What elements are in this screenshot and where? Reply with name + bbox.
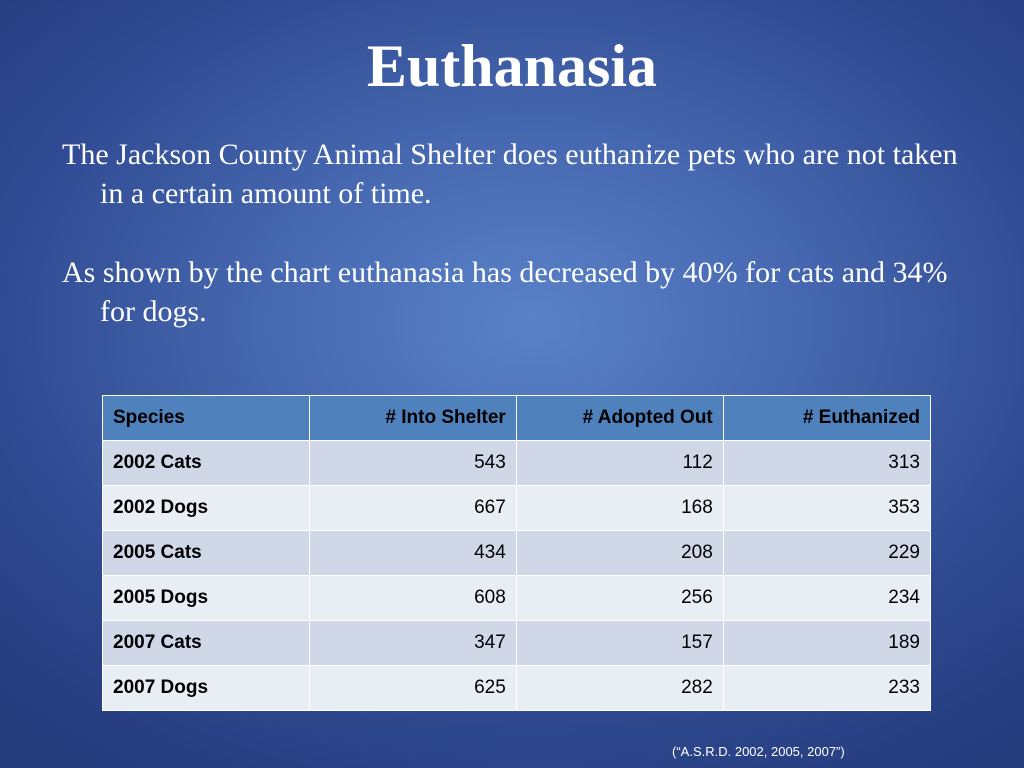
cell-adopted-out: 112 xyxy=(515,440,724,486)
table-header-row: Species # Into Shelter # Adopted Out # E… xyxy=(102,395,932,441)
cell-adopted-out: 168 xyxy=(515,485,724,531)
slide-title: Euthanasia xyxy=(366,33,658,99)
cell-adopted-out: 282 xyxy=(515,665,724,711)
cell-euthanized: 313 xyxy=(722,440,932,486)
cell-into-shelter: 347 xyxy=(308,620,517,666)
cell-species: 2007 Dogs xyxy=(102,665,310,711)
table-row: 2005 Dogs 608 256 234 xyxy=(102,575,932,621)
table-row: 2005 Cats 434 208 229 xyxy=(102,530,932,576)
shelter-data-table: Species # Into Shelter # Adopted Out # E… xyxy=(102,395,932,711)
body-text: The Jackson County Animal Shelter does e… xyxy=(62,135,982,371)
cell-adopted-out: 256 xyxy=(515,575,724,621)
cell-euthanized: 234 xyxy=(722,575,932,621)
cell-into-shelter: 434 xyxy=(308,530,517,576)
paragraph-shelter-policy: The Jackson County Animal Shelter does e… xyxy=(62,138,958,210)
header-into-shelter: # Into Shelter xyxy=(308,395,517,441)
cell-adopted-out: 157 xyxy=(515,620,724,666)
cell-euthanized: 229 xyxy=(722,530,932,576)
cell-euthanized: 233 xyxy=(722,665,932,711)
cell-species: 2002 Cats xyxy=(102,440,310,486)
source-citation: (“A.S.R.D. 2002, 2005, 2007”) xyxy=(672,744,845,759)
cell-into-shelter: 625 xyxy=(308,665,517,711)
paragraph-decrease-summary: As shown by the chart euthanasia has dec… xyxy=(62,256,948,328)
cell-adopted-out: 208 xyxy=(515,530,724,576)
table-row: 2002 Cats 543 112 313 xyxy=(102,440,932,486)
cell-into-shelter: 608 xyxy=(308,575,517,621)
cell-euthanized: 353 xyxy=(722,485,932,531)
table-row: 2002 Dogs 667 168 353 xyxy=(102,485,932,531)
cell-species: 2005 Dogs xyxy=(102,575,310,621)
header-euthanized: # Euthanized xyxy=(722,395,932,441)
header-adopted-out: # Adopted Out xyxy=(515,395,724,441)
table-row: 2007 Dogs 625 282 233 xyxy=(102,665,932,711)
cell-into-shelter: 667 xyxy=(308,485,517,531)
cell-species: 2002 Dogs xyxy=(102,485,310,531)
cell-species: 2005 Cats xyxy=(102,530,310,576)
cell-into-shelter: 543 xyxy=(308,440,517,486)
cell-euthanized: 189 xyxy=(722,620,932,666)
table-row: 2007 Cats 347 157 189 xyxy=(102,620,932,666)
header-species: Species xyxy=(102,395,310,441)
cell-species: 2007 Cats xyxy=(102,620,310,666)
